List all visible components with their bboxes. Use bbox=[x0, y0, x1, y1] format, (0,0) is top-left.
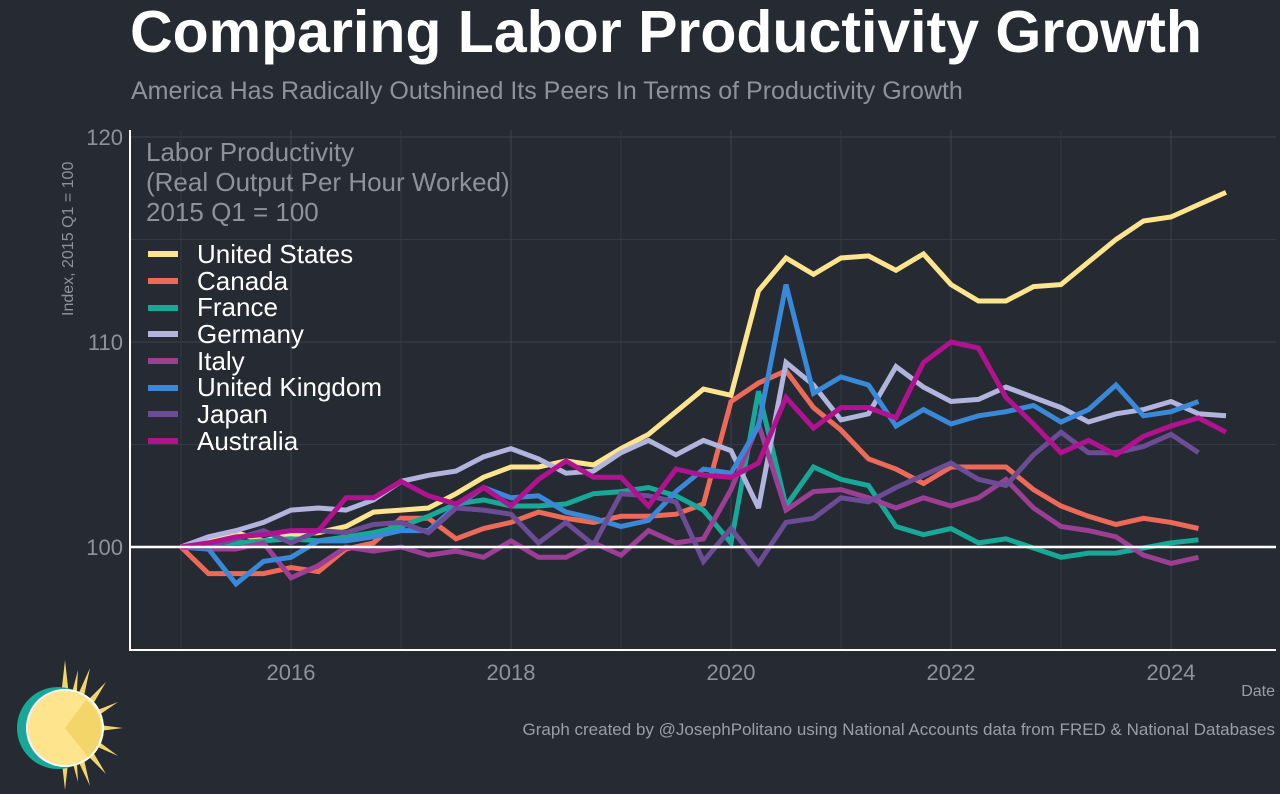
legend-label: United Kingdom bbox=[197, 372, 382, 403]
y-axis-label: Index, 2015 Q1 = 100 bbox=[60, 161, 77, 316]
x-tick-label: 2020 bbox=[707, 660, 756, 685]
page-subtitle: America Has Radically Outshined Its Peer… bbox=[131, 77, 963, 105]
series-line-united-kingdom bbox=[180, 283, 1200, 588]
legend-swatch bbox=[148, 358, 178, 365]
axes bbox=[129, 130, 1276, 651]
legend-label: Germany bbox=[197, 318, 304, 349]
series-lines bbox=[179, 190, 1228, 588]
page-title: Comparing Labor Productivity Growth bbox=[130, 0, 1202, 65]
legend-swatch bbox=[148, 411, 178, 418]
legend-label: Australia bbox=[197, 425, 299, 456]
legend-item: France bbox=[148, 292, 382, 323]
y-tick-label: 100 bbox=[86, 535, 123, 560]
legend-swatch bbox=[148, 278, 178, 285]
legend-item: Australia bbox=[148, 425, 382, 456]
legend-item: Canada bbox=[148, 265, 382, 296]
legend-swatch bbox=[148, 384, 178, 391]
sun-logo-icon bbox=[17, 660, 123, 790]
legend-label: United States bbox=[197, 238, 354, 269]
legend-swatch bbox=[148, 331, 178, 338]
y-tick-label: 110 bbox=[88, 330, 123, 355]
source-caption: Graph created by @JosephPolitano using N… bbox=[522, 720, 1275, 739]
series-line-australia bbox=[180, 339, 1228, 550]
x-tick-label: 2016 bbox=[267, 660, 316, 685]
legend: United States Canada France Germany Italy Uni… bbox=[148, 238, 382, 456]
legend-label: Italy bbox=[197, 345, 245, 376]
y-tick-label: 120 bbox=[86, 125, 123, 150]
series-line-japan bbox=[181, 429, 1200, 568]
series-line-germany bbox=[180, 357, 1227, 550]
x-tick-label: 2018 bbox=[487, 660, 536, 685]
inset-line-1: Labor Productivity bbox=[146, 137, 355, 167]
legend-item: Japan bbox=[148, 398, 382, 429]
legend-label: Japan bbox=[197, 398, 268, 429]
x-tick-label: 2024 bbox=[1147, 660, 1196, 685]
legend-swatch bbox=[148, 438, 178, 445]
legend-label: France bbox=[197, 292, 278, 323]
x-tick-label: 2022 bbox=[927, 660, 976, 685]
tick-labels: 100 110 120 2016 2018 2020 2022 2024 bbox=[86, 125, 1195, 685]
inset-line-3: 2015 Q1 = 100 bbox=[146, 197, 319, 227]
legend-item: Germany bbox=[148, 318, 382, 349]
legend-label: Canada bbox=[197, 265, 289, 296]
legend-item: United Kingdom bbox=[148, 372, 382, 403]
chart-inset-title: Labor Productivity (Real Output Per Hour… bbox=[146, 137, 510, 227]
legend-item: Italy bbox=[148, 345, 382, 376]
inset-line-2: (Real Output Per Hour Worked) bbox=[146, 167, 510, 197]
legend-swatch bbox=[148, 304, 178, 311]
series-line-united-states bbox=[180, 190, 1228, 550]
legend-swatch bbox=[148, 251, 178, 258]
legend-item: United States bbox=[148, 238, 382, 269]
x-axis-label: Date bbox=[1241, 683, 1275, 700]
